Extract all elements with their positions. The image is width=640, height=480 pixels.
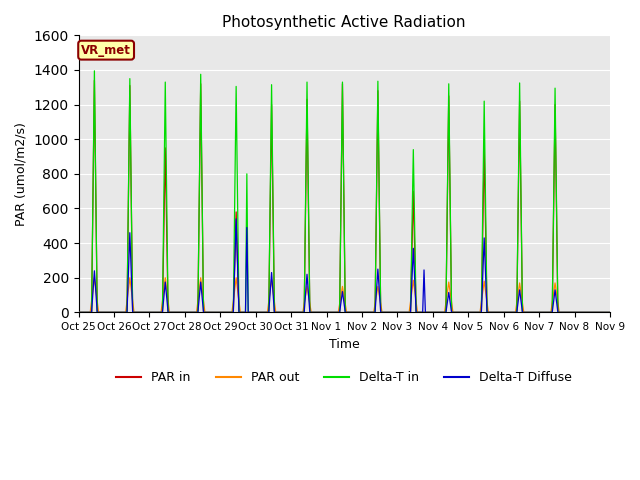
Legend: PAR in, PAR out, Delta-T in, Delta-T Diffuse: PAR in, PAR out, Delta-T in, Delta-T Dif…: [111, 366, 577, 389]
Title: Photosynthetic Active Radiation: Photosynthetic Active Radiation: [223, 15, 466, 30]
X-axis label: Time: Time: [329, 337, 360, 351]
Y-axis label: PAR (umol/m2/s): PAR (umol/m2/s): [15, 122, 28, 226]
Text: VR_met: VR_met: [81, 44, 131, 57]
